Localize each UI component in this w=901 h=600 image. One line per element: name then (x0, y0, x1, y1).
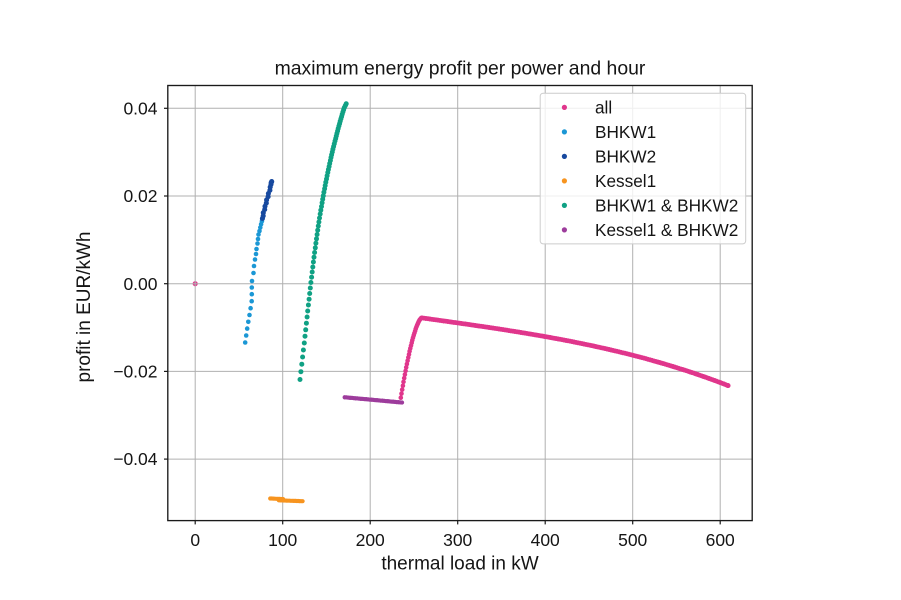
svg-text:500: 500 (618, 530, 647, 550)
svg-text:−0.04: −0.04 (113, 449, 158, 469)
svg-text:200: 200 (356, 530, 385, 550)
svg-text:400: 400 (531, 530, 560, 550)
svg-text:0.00: 0.00 (123, 274, 157, 294)
svg-text:600: 600 (706, 530, 735, 550)
svg-text:0.04: 0.04 (123, 98, 157, 118)
svg-text:300: 300 (443, 530, 472, 550)
svg-text:0: 0 (190, 530, 200, 550)
svg-text:thermal load in kW: thermal load in kW (381, 554, 538, 575)
svg-text:Kessel1 & BHKW2: Kessel1 & BHKW2 (595, 220, 738, 240)
svg-text:profit in EUR/kWh: profit in EUR/kWh (74, 232, 95, 383)
svg-text:BHKW2: BHKW2 (595, 147, 656, 167)
svg-text:all: all (595, 98, 612, 118)
svg-text:0.02: 0.02 (123, 186, 157, 206)
svg-text:−0.02: −0.02 (113, 362, 157, 382)
svg-text:100: 100 (268, 530, 297, 550)
svg-text:BHKW1 & BHKW2: BHKW1 & BHKW2 (595, 196, 738, 216)
svg-text:Kessel1: Kessel1 (595, 171, 656, 191)
svg-text:maximum energy profit per powe: maximum energy profit per power and hour (275, 58, 646, 80)
svg-text:BHKW1: BHKW1 (595, 122, 656, 142)
